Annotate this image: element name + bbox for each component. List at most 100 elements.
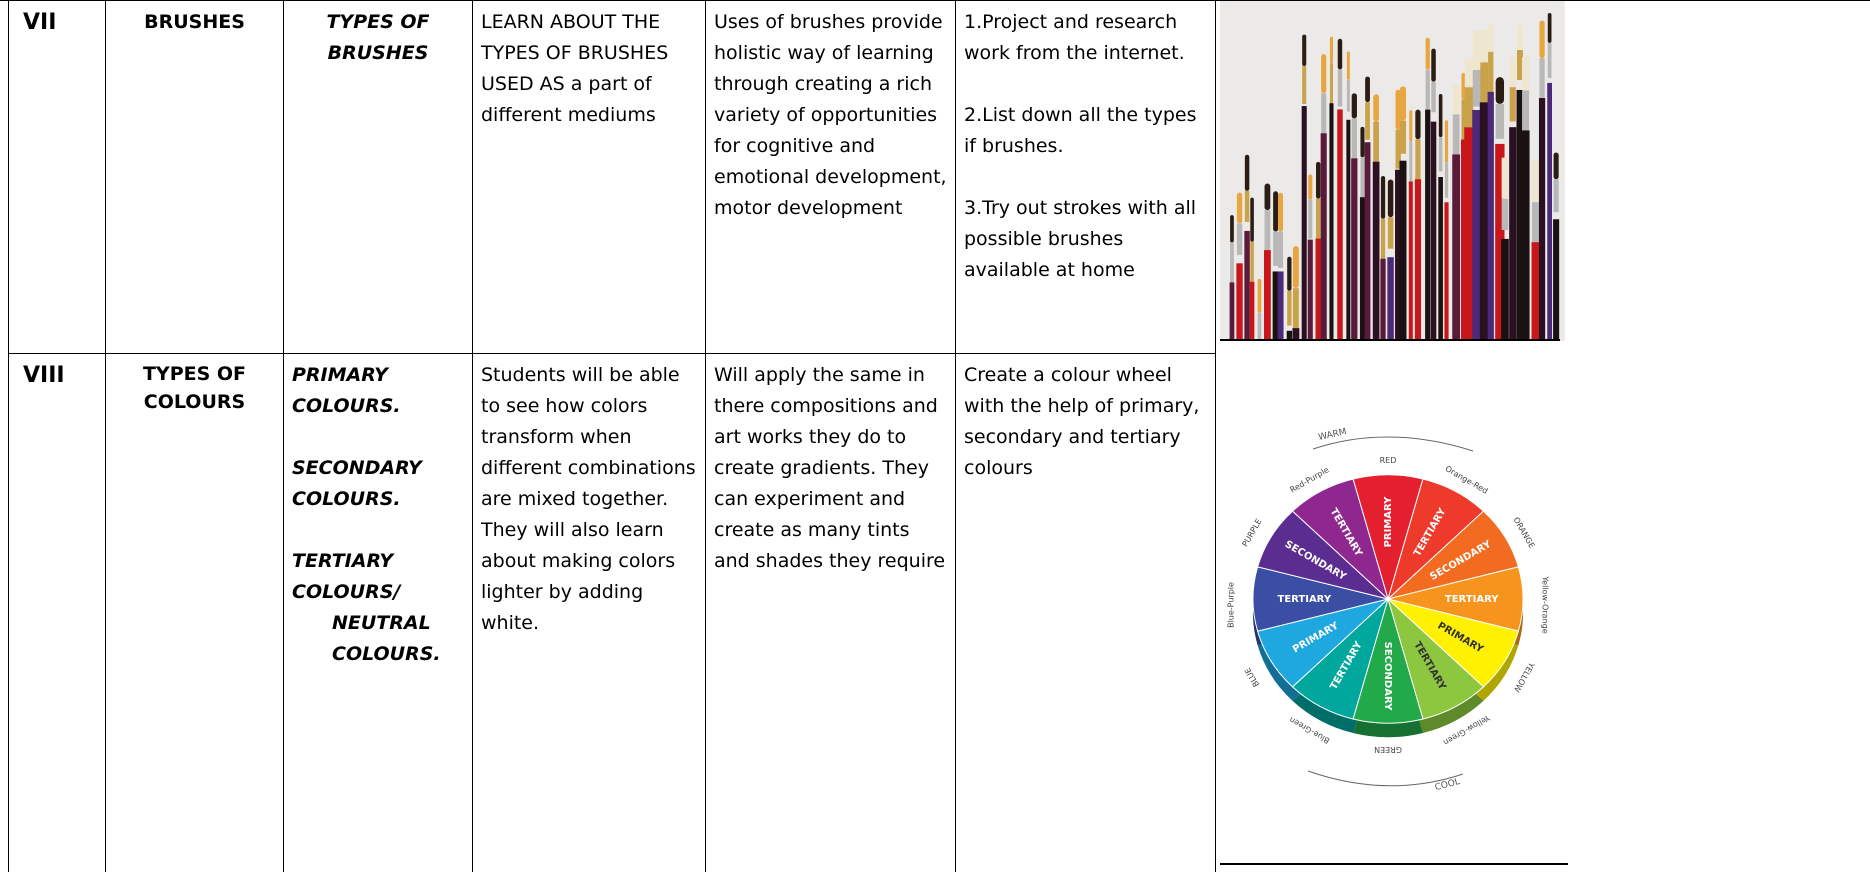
brush-tip (1387, 179, 1394, 218)
brush-ferrule (1387, 217, 1394, 249)
brush-ferrule (1360, 157, 1365, 205)
subtopic: TYPES OF BRUSHES (326, 11, 430, 64)
row-number: VIII (8, 354, 105, 872)
brush-tip (1273, 191, 1279, 232)
brush-handle (1272, 271, 1279, 341)
brush-handle (1359, 197, 1366, 341)
brush-handle (1320, 133, 1327, 341)
objective: Students will be able to see how colors … (472, 354, 705, 872)
topic: TYPES OF COLOURS (105, 354, 283, 872)
brush-ferrule (1522, 90, 1530, 138)
outcome: Uses of brushes provide holistic way of … (705, 1, 955, 354)
brush-handle (1399, 160, 1407, 341)
brush-handle (1301, 106, 1307, 341)
brush-tip (1287, 256, 1292, 291)
brush-handle (1430, 121, 1437, 341)
brush-ferrule (1302, 66, 1307, 104)
brush-ferrule (1287, 290, 1292, 326)
brush-ferrule (1495, 103, 1505, 139)
brush-tip (1236, 192, 1243, 224)
brush-handle (1286, 330, 1293, 341)
brush-handle (1414, 179, 1422, 341)
brush-ferrule (1415, 139, 1421, 188)
brush-tip (1452, 84, 1460, 115)
brush-handle (1487, 91, 1494, 341)
brush-tip (1444, 120, 1449, 163)
activity: 1.Project and research work from the int… (964, 11, 1185, 64)
brush-handle (1452, 154, 1461, 341)
brush-ferrule (1230, 242, 1234, 283)
brush-tip (1415, 109, 1421, 140)
colour-name: Blue-Purple (1227, 582, 1236, 628)
brush-handle (1236, 263, 1243, 341)
brush-handle (1372, 161, 1380, 341)
colour-name: BLUE (1243, 666, 1261, 688)
colour-name: Yellow-Orange (1541, 575, 1550, 633)
brush-handle (1553, 219, 1560, 341)
brush-tip (1547, 13, 1552, 43)
brush-tip (1532, 160, 1540, 203)
brush-ferrule (1273, 231, 1279, 266)
segment-label: SECONDARY (1382, 642, 1393, 711)
brush-handle (1472, 109, 1483, 341)
brush-tip (1264, 183, 1271, 211)
brush-ferrule (1501, 198, 1509, 230)
objective: LEARN ABOUT THE TYPES OF BRUSHES USED AS… (472, 1, 705, 354)
brush-tip (1244, 154, 1250, 191)
brush-handle (1460, 139, 1467, 341)
image-cell: PRIMARY RED TERTIARY Orange-Red SECONDARY ORA… (1215, 354, 1570, 872)
brush-ferrule (1444, 162, 1449, 198)
activities: Create a colour wheel with the help of p… (955, 354, 1215, 872)
brush-ferrule (1400, 120, 1406, 154)
image-cell (1215, 1, 1570, 354)
colour-name: ORANGE (1512, 516, 1537, 550)
brush-tip (1539, 20, 1545, 59)
brush-handle (1425, 109, 1431, 341)
brush-tip (1365, 76, 1370, 103)
brush-ferrule (1292, 288, 1299, 336)
brush-ferrule (1316, 198, 1321, 245)
brush-handle (1315, 238, 1321, 341)
brushes-image (1220, 1, 1565, 341)
brush-tip (1509, 57, 1516, 88)
brush-tip (1461, 72, 1466, 100)
brush-handle (1277, 271, 1284, 341)
brush-tip (1230, 215, 1234, 243)
brush-handle (1408, 181, 1413, 341)
brush-ferrule (1329, 63, 1334, 110)
brush-handle (1531, 242, 1541, 341)
brush-tip (1308, 174, 1313, 200)
brush-ferrule (1321, 93, 1327, 141)
brush-tip (1360, 126, 1365, 158)
brush-ferrule (1409, 141, 1413, 182)
row-number: VII (8, 1, 105, 354)
brush-handle (1364, 142, 1371, 341)
brush-handle (1387, 257, 1394, 341)
brush-tip (1351, 93, 1357, 119)
brush-handle (1249, 281, 1255, 341)
brush-ferrule (1337, 69, 1343, 107)
brush-tip (1464, 59, 1474, 88)
brush-handle (1547, 82, 1552, 341)
brush-tip (1337, 38, 1343, 70)
brush-handle (1479, 102, 1489, 341)
brush-ferrule (1380, 218, 1386, 263)
brush-ferrule (1373, 121, 1379, 162)
brush-ferrule (1425, 69, 1430, 112)
brush-handle (1229, 282, 1235, 341)
brush-handle (1292, 328, 1300, 341)
brush-tip (1431, 48, 1436, 82)
brush-tip (1409, 110, 1413, 142)
brush-ferrule (1244, 190, 1250, 222)
brush-ferrule (1488, 51, 1494, 97)
topic: BRUSHES (105, 1, 283, 354)
brush-tip (1395, 89, 1401, 130)
segment-label: TERTIARY (1445, 594, 1499, 605)
brush-tip (1517, 24, 1523, 50)
brush-tip (1321, 54, 1327, 94)
wheel-cool: COOL (1434, 777, 1461, 793)
brush-ferrule (1346, 79, 1350, 112)
brush-handle (1538, 98, 1546, 341)
activity: 2.List down all the types if brushes. (964, 104, 1197, 157)
